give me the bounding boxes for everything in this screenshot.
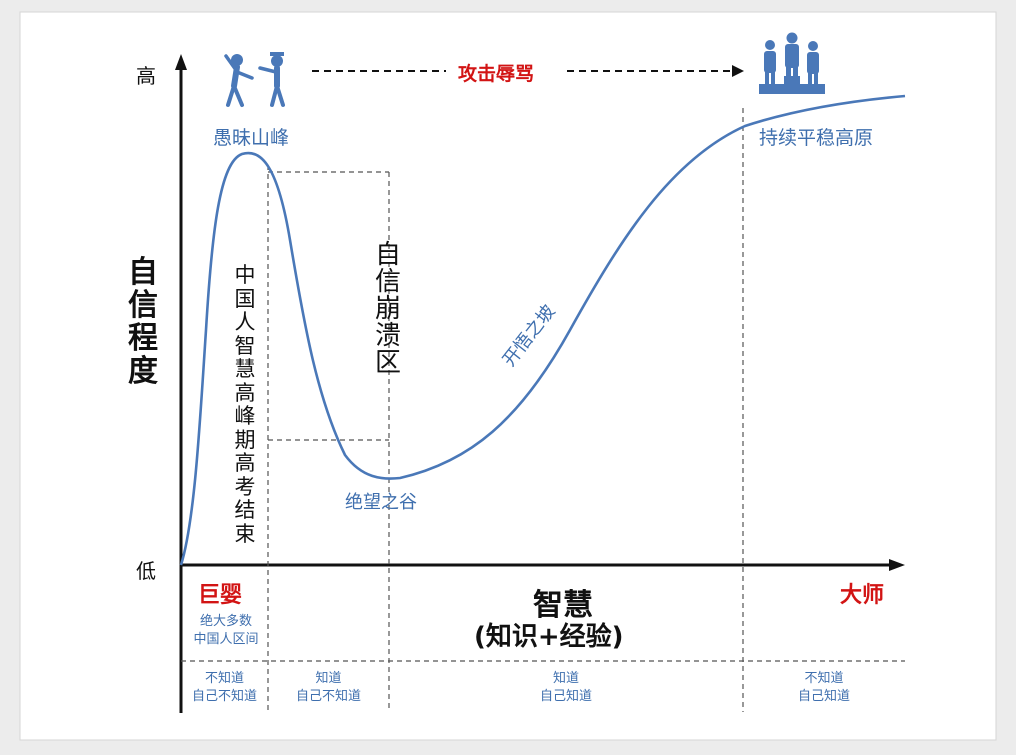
- y-axis-high-label: 高: [136, 64, 156, 88]
- stage-2-line2: 自己不知道: [295, 689, 361, 704]
- stage-2: 知道 自己不知道: [268, 670, 389, 706]
- diagram-background: [19, 11, 997, 741]
- y-axis-title: 自信程度: [128, 255, 158, 389]
- people-fighting-icon: [224, 52, 285, 107]
- people-on-podium-icon: [759, 32, 825, 94]
- confidence-curve: [179, 94, 906, 566]
- plateau-label: 持续平稳高原: [759, 127, 874, 149]
- stage-4: 不知道 自己知道: [743, 670, 905, 706]
- x-axis-start-label: 巨婴: [198, 583, 243, 608]
- vertical-note-gaokao: 中国人智慧高峰期高考结束: [234, 263, 256, 546]
- x-axis-start-note: 绝大多数 中国人区间: [193, 614, 259, 647]
- y-axis-low-label: 低: [136, 559, 156, 583]
- x-axis-center-sub-label: (知识+经验): [474, 622, 624, 652]
- peak-label: 愚昧山峰: [213, 127, 290, 149]
- vertical-note-collapse-zone: 自信崩溃区: [374, 240, 401, 378]
- attack-label: 攻击辱骂: [458, 63, 535, 85]
- stage-4-line1: 不知道: [804, 671, 844, 686]
- attack-arrow-head: [732, 65, 744, 77]
- x-axis-end-label: 大师: [840, 583, 885, 608]
- stage-3: 知道 自己知道: [389, 670, 743, 706]
- y-axis-arrow: [175, 54, 187, 70]
- stage-1-line2: 自己不知道: [191, 689, 257, 704]
- stage-3-line2: 自己知道: [539, 689, 592, 704]
- stage-2-line1: 知道: [315, 671, 342, 686]
- stage-1: 不知道 自己不知道: [181, 670, 268, 706]
- stage-3-line1: 知道: [552, 671, 579, 686]
- x-axis-arrow: [889, 559, 905, 571]
- valley-label: 绝望之谷: [345, 492, 417, 513]
- x-axis-center-label: 智慧: [533, 588, 593, 623]
- stage-1-line1: 不知道: [204, 671, 244, 686]
- stage-4-line2: 自己知道: [797, 689, 850, 704]
